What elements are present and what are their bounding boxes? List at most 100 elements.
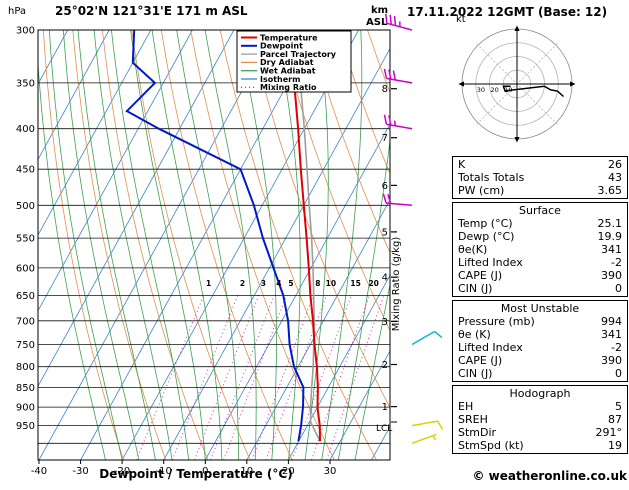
stat-value: 19.9: [598, 230, 623, 243]
stat-row: CIN (J) 0: [453, 282, 627, 295]
stat-row: StmSpd (kt) 19: [453, 439, 627, 452]
wind-barb: [412, 332, 442, 345]
stat-label: CAPE (J): [458, 269, 502, 282]
svg-text:400: 400: [16, 124, 35, 135]
svg-text:20: 20: [368, 279, 378, 288]
lcl-label: LCL: [376, 424, 392, 434]
wind-barb: [383, 194, 412, 206]
stat-label: StmDir: [458, 426, 496, 439]
wind-barb: [412, 434, 436, 443]
svg-text:900: 900: [16, 403, 35, 414]
svg-text:5: 5: [382, 227, 388, 238]
stat-label: CAPE (J): [458, 354, 502, 367]
stat-value: 994: [601, 315, 622, 328]
stat-value: 19: [608, 439, 622, 452]
svg-text:3: 3: [261, 279, 266, 288]
stat-value: 5: [615, 400, 622, 413]
stat-value: 87: [608, 413, 622, 426]
stat-label: PW (cm): [458, 184, 504, 197]
stat-value: 26: [608, 158, 622, 171]
hodograph-ring-label: 20: [491, 86, 499, 94]
svg-text:650: 650: [16, 291, 35, 302]
stat-label: θe (K): [458, 328, 491, 341]
svg-text:950: 950: [16, 421, 35, 432]
svg-text:500: 500: [16, 201, 35, 212]
stat-label: Totals Totals: [458, 171, 524, 184]
stat-value: -2: [611, 256, 622, 269]
svg-text:4: 4: [382, 273, 388, 284]
stat-value: 390: [601, 269, 622, 282]
stat-value: 43: [608, 171, 622, 184]
svg-text:2: 2: [240, 279, 245, 288]
datetime-title: 17.11.2022 12GMT (Base: 12): [407, 5, 607, 19]
wind-barb: [385, 69, 413, 83]
stat-value: 25.1: [598, 217, 623, 230]
svg-text:8: 8: [382, 84, 388, 95]
stat-row: θe(K) 341: [453, 243, 627, 256]
stat-row: Lifted Index -2: [453, 256, 627, 269]
svg-text:850: 850: [16, 383, 35, 394]
stat-row: CAPE (J) 390: [453, 354, 627, 367]
stat-label: K: [458, 158, 465, 171]
svg-text:4: 4: [276, 279, 281, 288]
stat-label: CIN (J): [458, 282, 492, 295]
stat-value: 390: [601, 354, 622, 367]
hodograph-unit-label: kt: [456, 14, 466, 25]
svg-text:3: 3: [382, 317, 388, 328]
credit-footer: © weatheronline.co.uk: [472, 469, 628, 483]
stat-row: Pressure (mb) 994: [453, 315, 627, 328]
svg-text:1: 1: [382, 402, 388, 413]
stat-label: θe(K): [458, 243, 487, 256]
stat-row: SREH 87: [453, 413, 627, 426]
stat-value: 3.65: [598, 184, 623, 197]
stat-value: 0: [615, 367, 622, 380]
stat-label: CIN (J): [458, 367, 492, 380]
station-title: 25°02'N 121°31'E 171 m ASL: [55, 4, 248, 18]
stat-label: SREH: [458, 413, 488, 426]
svg-text:350: 350: [16, 78, 35, 89]
svg-text:7: 7: [382, 133, 388, 144]
wind-barb: [412, 421, 443, 429]
svg-text:1: 1: [206, 279, 211, 288]
svg-text:10: 10: [326, 279, 336, 288]
svg-text:550: 550: [16, 234, 35, 245]
stat-label: Temp (°C): [458, 217, 513, 230]
km-axis-unit-label: km: [371, 5, 388, 16]
pressure-unit-label: hPa: [8, 6, 26, 17]
stat-row: K 26: [453, 158, 627, 171]
x-axis-label: Dewpoint / Temperature (°C): [99, 467, 292, 481]
svg-text:-40: -40: [31, 466, 47, 477]
stat-value: 341: [601, 243, 622, 256]
svg-text:6: 6: [382, 181, 388, 192]
stat-row: CAPE (J) 390: [453, 269, 627, 282]
svg-text:800: 800: [16, 362, 35, 373]
svg-text:15: 15: [350, 279, 360, 288]
svg-text:450: 450: [16, 165, 35, 176]
svg-text:5: 5: [288, 279, 293, 288]
stat-row: CIN (J) 0: [453, 367, 627, 380]
stat-value: -2: [611, 341, 622, 354]
stat-row: θe (K)341: [453, 328, 627, 341]
svg-text:300: 300: [16, 26, 35, 37]
svg-text:8: 8: [315, 279, 320, 288]
svg-text:600: 600: [16, 263, 35, 274]
mixing-ratio-axis-label: Mixing Ratio (g/kg): [391, 237, 402, 332]
stat-label: Lifted Index: [458, 341, 523, 354]
hodograph-ring-label: 30: [477, 86, 485, 94]
stat-label: Pressure (mb): [458, 315, 535, 328]
stat-value: 0: [615, 282, 622, 295]
panel-header: Hodograph: [453, 387, 627, 400]
stat-label: Lifted Index: [458, 256, 523, 269]
data-panel: K 26 Totals Totals 43 PW (cm) 3.65: [452, 156, 628, 199]
stat-label: StmSpd (kt): [458, 439, 524, 452]
stat-row: Temp (°C) 25.1: [453, 217, 627, 230]
wind-barb-column: [383, 14, 442, 444]
